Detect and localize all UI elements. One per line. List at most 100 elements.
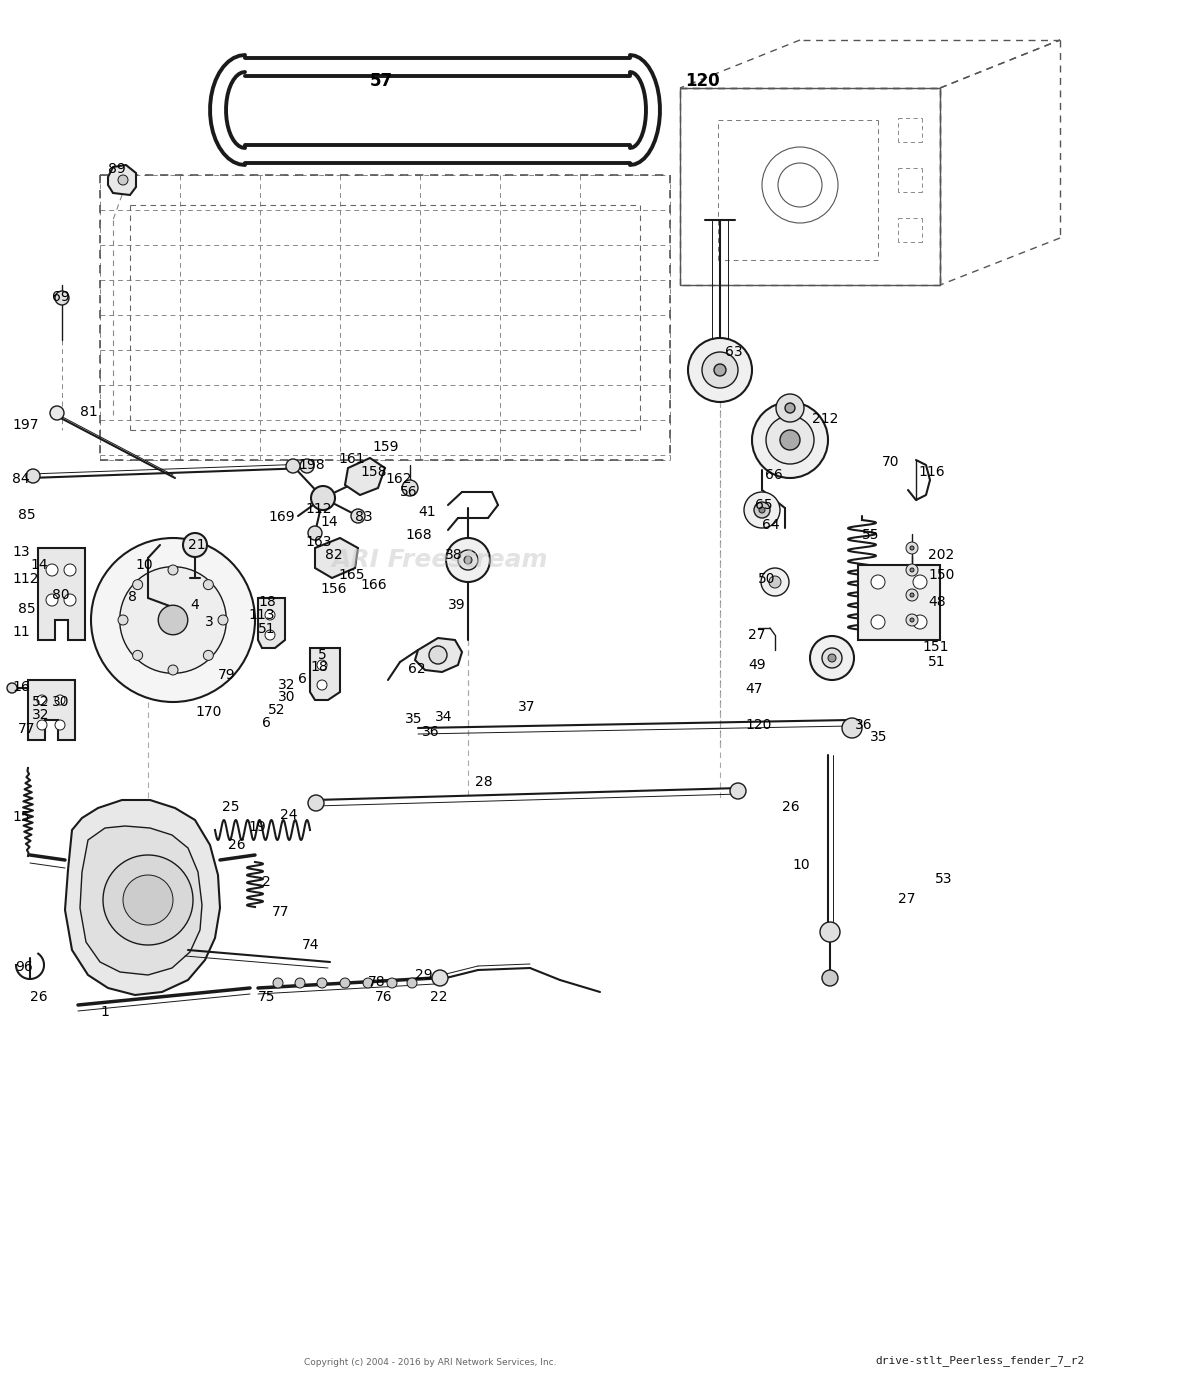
Text: 81: 81 <box>80 406 98 419</box>
Text: 120: 120 <box>686 72 720 90</box>
Circle shape <box>871 615 885 629</box>
Text: 85: 85 <box>18 601 35 615</box>
Text: 30: 30 <box>52 694 70 708</box>
Text: 3: 3 <box>205 615 214 629</box>
Text: 66: 66 <box>765 468 782 482</box>
Circle shape <box>759 507 765 513</box>
Circle shape <box>317 681 327 690</box>
Circle shape <box>906 542 918 554</box>
Circle shape <box>843 718 863 738</box>
Text: 14: 14 <box>30 558 47 572</box>
Text: 165: 165 <box>337 568 365 582</box>
Text: 168: 168 <box>405 528 432 542</box>
Text: 112: 112 <box>12 572 39 586</box>
Circle shape <box>906 564 918 576</box>
Text: 10: 10 <box>792 858 809 872</box>
Text: 49: 49 <box>748 658 766 672</box>
Text: 26: 26 <box>782 800 800 814</box>
Text: 96: 96 <box>15 960 33 974</box>
Text: 48: 48 <box>927 594 945 608</box>
Polygon shape <box>65 800 219 995</box>
Text: 52: 52 <box>268 703 286 717</box>
Text: drive-stlt_Peerless_fender_7_r2: drive-stlt_Peerless_fender_7_r2 <box>876 1356 1084 1365</box>
Text: 24: 24 <box>280 808 297 822</box>
Circle shape <box>132 650 143 660</box>
Text: 78: 78 <box>368 975 386 989</box>
Circle shape <box>407 978 417 988</box>
Circle shape <box>168 565 178 575</box>
Circle shape <box>730 783 746 799</box>
Text: 21: 21 <box>188 538 205 551</box>
Circle shape <box>286 458 300 474</box>
Text: 35: 35 <box>405 713 422 726</box>
Text: 113: 113 <box>248 608 275 622</box>
Circle shape <box>300 458 314 474</box>
Polygon shape <box>310 649 340 700</box>
Circle shape <box>430 646 447 664</box>
Circle shape <box>7 683 17 693</box>
Text: 28: 28 <box>476 775 492 789</box>
Text: 50: 50 <box>758 572 775 586</box>
Text: 159: 159 <box>372 440 399 454</box>
Text: 35: 35 <box>870 731 887 745</box>
Polygon shape <box>415 638 463 672</box>
Text: 70: 70 <box>881 456 899 469</box>
Polygon shape <box>345 458 385 494</box>
Text: 4: 4 <box>190 599 198 613</box>
Text: 170: 170 <box>195 706 222 720</box>
Text: 212: 212 <box>812 413 838 426</box>
Text: 150: 150 <box>927 568 955 582</box>
Circle shape <box>745 492 780 528</box>
Polygon shape <box>680 88 940 285</box>
Text: 163: 163 <box>304 535 332 549</box>
Circle shape <box>308 526 322 540</box>
Circle shape <box>203 650 214 660</box>
Text: 32: 32 <box>32 708 50 722</box>
Text: 74: 74 <box>302 938 320 951</box>
Circle shape <box>119 567 227 674</box>
Circle shape <box>458 550 478 569</box>
Text: 76: 76 <box>375 990 393 1004</box>
Circle shape <box>913 615 927 629</box>
Polygon shape <box>28 681 76 740</box>
Text: 14: 14 <box>320 515 337 529</box>
Circle shape <box>402 481 418 496</box>
Circle shape <box>50 406 64 419</box>
Circle shape <box>118 615 127 625</box>
Text: 34: 34 <box>435 710 452 724</box>
Text: 84: 84 <box>12 472 30 486</box>
Text: 37: 37 <box>518 700 536 714</box>
Circle shape <box>822 649 843 668</box>
Text: 15: 15 <box>12 810 30 824</box>
Text: 16: 16 <box>12 681 30 694</box>
Text: 64: 64 <box>762 518 780 532</box>
Circle shape <box>702 351 738 388</box>
Text: 80: 80 <box>52 588 70 601</box>
Text: 120: 120 <box>745 718 772 732</box>
Circle shape <box>168 665 178 675</box>
Circle shape <box>822 970 838 986</box>
Text: 41: 41 <box>418 506 435 519</box>
Text: 10: 10 <box>135 558 152 572</box>
Text: 197: 197 <box>12 418 39 432</box>
Circle shape <box>752 401 828 478</box>
Text: 198: 198 <box>299 458 325 472</box>
Circle shape <box>123 875 173 925</box>
Circle shape <box>871 575 885 589</box>
Circle shape <box>446 538 490 582</box>
Text: 18: 18 <box>310 660 328 674</box>
Text: 25: 25 <box>222 800 240 814</box>
Circle shape <box>910 593 914 597</box>
Text: 82: 82 <box>324 549 342 563</box>
Circle shape <box>762 147 838 224</box>
Text: 79: 79 <box>218 668 236 682</box>
Text: 83: 83 <box>355 510 373 524</box>
Text: 6: 6 <box>299 672 307 686</box>
Text: Copyright (c) 2004 - 2016 by ARI Network Services, Inc.: Copyright (c) 2004 - 2016 by ARI Network… <box>303 1358 556 1367</box>
Circle shape <box>358 471 372 485</box>
Text: 53: 53 <box>935 872 952 886</box>
Text: 13: 13 <box>12 544 30 558</box>
Circle shape <box>766 415 814 464</box>
Text: 36: 36 <box>422 725 440 739</box>
Circle shape <box>132 579 143 590</box>
